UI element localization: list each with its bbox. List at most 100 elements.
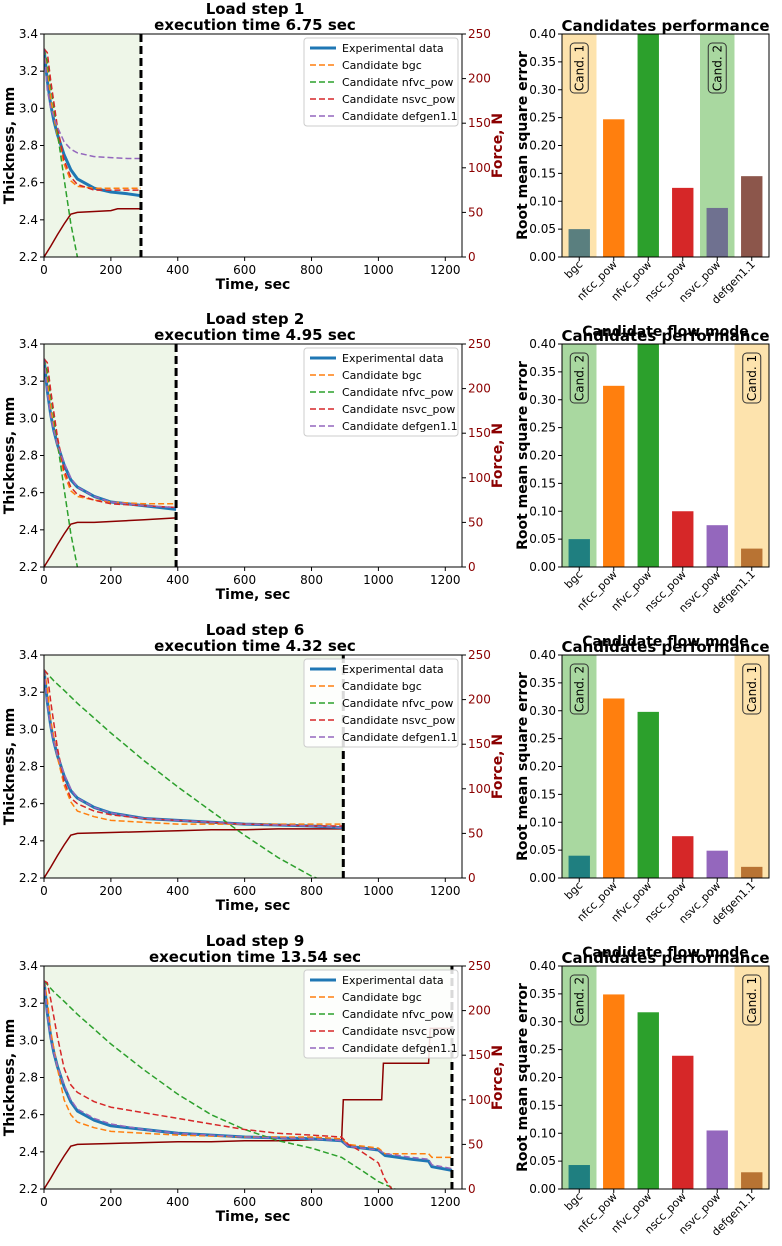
bar [603, 994, 625, 1189]
bar [706, 525, 728, 567]
series-line-3 [44, 48, 141, 191]
y-tick-label: 0.10 [529, 1126, 556, 1140]
y-tick-label: 2.8 [19, 1071, 38, 1085]
chart-subtitle: execution time 13.54 sec [149, 948, 361, 966]
plot-area [44, 358, 177, 567]
candidate-tag-box [569, 352, 589, 404]
y-tick-label: 2.6 [19, 486, 38, 500]
chart-title: Candidates performance [561, 327, 769, 345]
y-tick-label: 2.6 [19, 797, 38, 811]
y-tick-label: 0.05 [529, 1154, 556, 1168]
series-line-4 [44, 669, 344, 829]
series-line-1 [44, 669, 344, 825]
force-line [44, 828, 344, 878]
y2-axis-label: Force, N [490, 1045, 506, 1110]
candidate-tag-label: Cand. 1 [572, 45, 586, 91]
chart-title: Load step 9 [206, 932, 305, 950]
series-line-1 [44, 980, 452, 1159]
x-tick-label: 200 [99, 884, 122, 898]
candidate-tag: Cand. 1 [742, 974, 762, 1026]
y-tick-label: 0.25 [529, 1043, 556, 1057]
chart-subtitle: execution time 4.32 sec [154, 637, 356, 655]
legend-label: Candidate defgen1.1 [342, 420, 458, 433]
y2-tick-label: 100 [468, 161, 491, 175]
y-tick-label: 3.4 [19, 959, 38, 973]
y-tick-label: 0.05 [529, 532, 556, 546]
candidate-tag-label: Cand. 2 [572, 977, 586, 1023]
y-axis-label: Thickness, mm [2, 87, 18, 204]
line-chart-load-step-6: 0 200 400 600 800 1000 12002.22.42.62.83.03.23… [2, 621, 506, 914]
y-tick-label: 0.35 [529, 676, 556, 690]
y-tick-label: 0.10 [529, 504, 556, 518]
candidate-tag: Cand. 2 [569, 663, 589, 715]
candidate-tag-box [569, 663, 589, 715]
bar-chart-performance-9: Cand. 2 Cand. 1 0.00 0.05 0.10 0.15 0.20 0.25 0.… [515, 949, 770, 1239]
y-tick-label: 2.8 [19, 139, 38, 153]
y-axis-label: Root mean square error [515, 672, 531, 861]
candidate-tag: Cand. 1 [742, 352, 762, 404]
y-tick-label: 3.2 [19, 374, 38, 388]
y2-tick-label: 0 [468, 1182, 476, 1196]
y-tick-label: 0.10 [529, 194, 556, 208]
y2-axis-label: Force, N [490, 113, 506, 178]
series-line-3 [44, 669, 344, 827]
x-axis-label: Candidate flow mode [582, 634, 749, 650]
bar-chart-performance-1: Cand. 1 Cand. 2 0.00 0.05 0.10 0.15 0.20 0.25 0.… [515, 17, 770, 340]
x-tick-label: 1000 [363, 1195, 394, 1209]
candidate-tag: Cand. 2 [569, 974, 589, 1026]
y2-tick-label: 200 [468, 693, 491, 707]
y-tick-label: 0.20 [529, 760, 556, 774]
legend-label: Candidate bgc [342, 680, 422, 693]
candidate-band [562, 34, 597, 257]
y2-tick-label: 250 [468, 337, 491, 351]
candidate-tag: Cand. 2 [707, 42, 727, 94]
legend-label: Candidate nsvc_pow [342, 403, 455, 416]
legend-label: Candidate defgen1.1 [342, 731, 458, 744]
x-tick-label: 800 [300, 1195, 323, 1209]
y-tick-label: 0.05 [529, 222, 556, 236]
y-tick-label: 3.2 [19, 996, 38, 1010]
bar [706, 850, 728, 878]
category-label: bgc [562, 568, 585, 591]
y-axis-label: Root mean square error [515, 361, 531, 550]
y2-tick-label: 0 [468, 871, 476, 885]
candidate-tag: Cand. 1 [742, 663, 762, 715]
simulation-region [44, 655, 344, 878]
bar [706, 207, 728, 257]
y-axis-label: Thickness, mm [2, 1019, 18, 1136]
y2-axis-label: Force, N [490, 734, 506, 799]
bar [637, 711, 659, 878]
y-tick-label: 2.4 [19, 213, 38, 227]
y2-tick-label: 100 [468, 1093, 491, 1107]
y2-tick-label: 100 [468, 782, 491, 796]
candidate-tag-box [742, 974, 762, 1026]
y-tick-label: 3.2 [19, 64, 38, 78]
y-tick-label: 0.00 [529, 560, 556, 574]
x-tick-label: 400 [166, 263, 189, 277]
y-tick-label: 0.05 [529, 843, 556, 857]
force-line [44, 208, 141, 257]
series-line-3 [44, 980, 393, 1189]
candidate-tag-box [742, 663, 762, 715]
bar [706, 1130, 728, 1189]
y-axis-label: Root mean square error [515, 51, 531, 240]
y2-tick-label: 50 [468, 205, 483, 219]
candidate-tag-label: Cand. 2 [572, 355, 586, 401]
line-chart-load-step-1: 0 200 400 600 800 1000 12002.22.42.62.83.03.23… [2, 0, 506, 293]
y2-tick-label: 250 [468, 27, 491, 41]
y-tick-label: 2.2 [19, 871, 38, 885]
bar [568, 1165, 590, 1189]
y-tick-label: 0.15 [529, 166, 556, 180]
x-tick-label: 400 [166, 884, 189, 898]
y-tick-label: 2.4 [19, 523, 38, 537]
candidate-tag-label: Cand. 1 [745, 355, 759, 401]
bar [603, 385, 625, 567]
y-tick-label: 0.20 [529, 1071, 556, 1085]
y-tick-label: 0.40 [529, 27, 556, 41]
y-tick-label: 0.40 [529, 959, 556, 973]
bar [637, 344, 659, 567]
y-tick-label: 0.20 [529, 449, 556, 463]
chart-title: Candidates performance [561, 638, 769, 656]
x-tick-label: 1200 [430, 884, 461, 898]
